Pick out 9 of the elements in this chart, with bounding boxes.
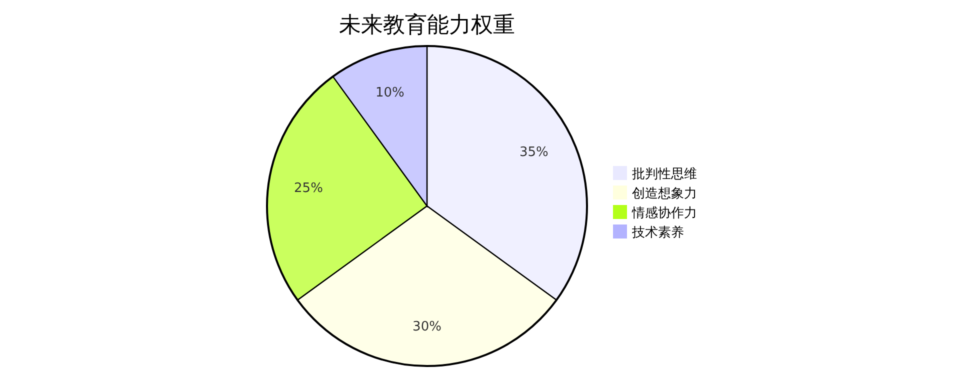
legend-label: 批判性思维 bbox=[632, 167, 697, 182]
legend-label: 情感协作力 bbox=[631, 206, 697, 221]
data-label: 25% bbox=[294, 180, 323, 196]
legend-label: 技术素养 bbox=[631, 224, 684, 240]
data-label: 10% bbox=[375, 85, 404, 100]
data-label: 35% bbox=[519, 145, 548, 160]
legend-label: 创造想象力 bbox=[632, 186, 697, 202]
chart-title: 未来教育能力权重 bbox=[339, 12, 515, 38]
data-label: 30% bbox=[412, 320, 442, 335]
